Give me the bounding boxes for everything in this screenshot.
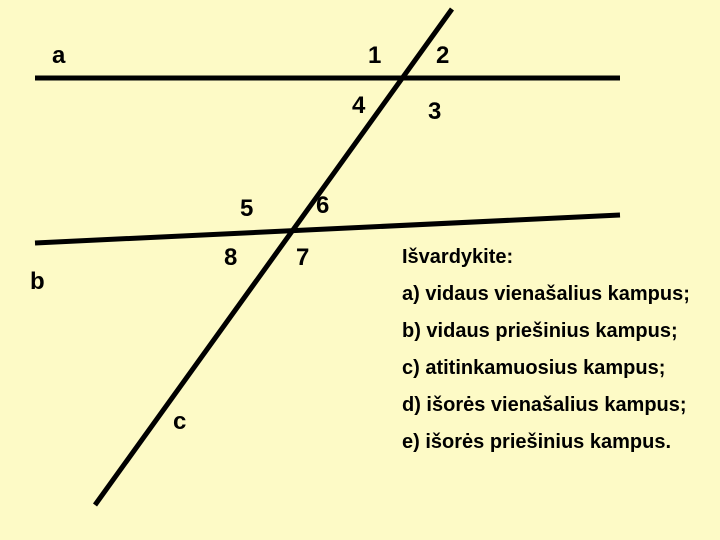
angle-label-4: 4 bbox=[352, 92, 365, 120]
label-a: a bbox=[52, 42, 65, 70]
question-item-d: d) išorės vienašalius kampus; bbox=[402, 394, 690, 417]
question-item-e: e) išorės priešinius kampus. bbox=[402, 431, 690, 454]
angle-label-1: 1 bbox=[368, 42, 381, 70]
angle-label-7: 7 bbox=[296, 244, 309, 272]
label-b: b bbox=[30, 268, 45, 296]
question-item-b: b) vidaus priešinius kampus; bbox=[402, 320, 690, 343]
angle-label-3: 3 bbox=[428, 98, 441, 126]
question-title: Išvardykite: bbox=[402, 246, 690, 269]
question-item-c: c) atitinkamuosius kampus; bbox=[402, 357, 690, 380]
angle-label-5: 5 bbox=[240, 195, 253, 223]
label-c: c bbox=[173, 408, 186, 436]
question-item-a: a) vidaus vienašalius kampus; bbox=[402, 283, 690, 306]
question-block: Išvardykite: a) vidaus vienašalius kampu… bbox=[402, 246, 690, 468]
angle-label-6: 6 bbox=[316, 192, 329, 220]
angle-label-2: 2 bbox=[436, 42, 449, 70]
angle-label-8: 8 bbox=[224, 244, 237, 272]
